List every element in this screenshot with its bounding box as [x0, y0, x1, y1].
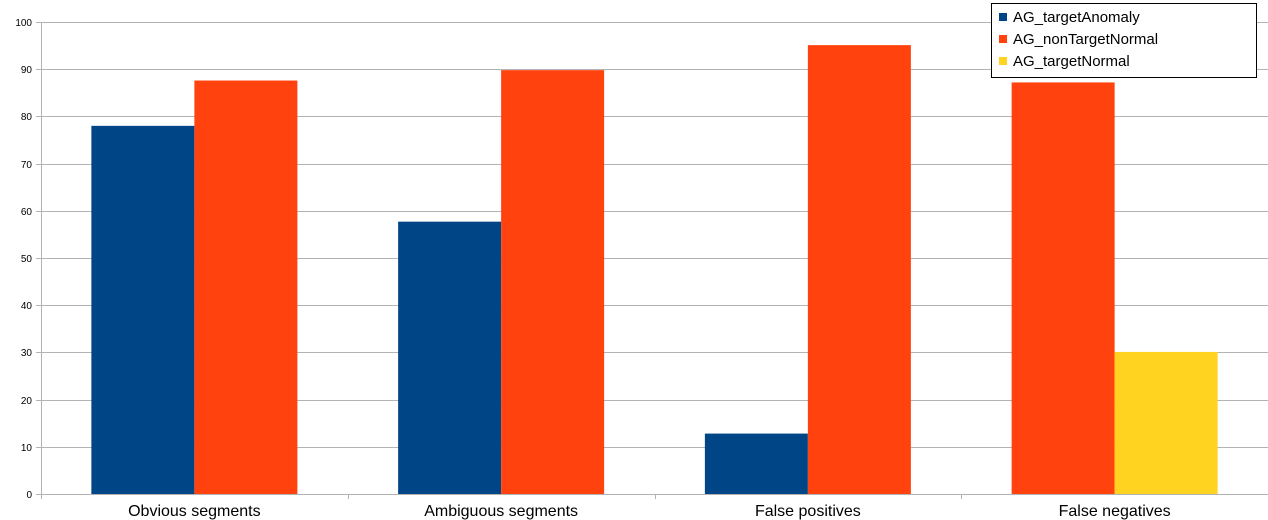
bar-AG_targetAnomaly-false-positives — [705, 434, 808, 494]
x-tick-label: False positives — [755, 503, 861, 520]
y-tick-label: 30 — [21, 348, 33, 359]
legend: AG_targetAnomaly AG_nonTargetNormal AG_tar… — [992, 4, 1257, 78]
bar-AG_targetAnomaly-obvious-segments — [91, 126, 194, 494]
bar-AG_nonTargetNormal-obvious-segments — [194, 81, 297, 494]
y-tick-label: 20 — [21, 396, 33, 407]
bar-AG_targetAnomaly-ambiguous-segments — [398, 222, 501, 494]
y-tick-label: 80 — [21, 112, 33, 123]
bar-AG_nonTargetNormal-false-positives — [808, 45, 911, 494]
legend-label: AG_targetAnomaly — [1013, 9, 1140, 26]
y-tick-label: 60 — [21, 207, 33, 218]
y-axis: 0 10 20 30 40 50 60 70 80 90 100 — [15, 18, 41, 501]
y-tick-label: 50 — [21, 254, 33, 265]
bar-AG_nonTargetNormal-false-negatives — [1012, 82, 1115, 494]
legend-swatch — [999, 13, 1007, 21]
x-tick-label: Obvious segments — [128, 503, 261, 520]
x-tick-label: Ambiguous segments — [424, 503, 578, 520]
legend-label: AG_targetNormal — [1013, 53, 1130, 70]
bars — [91, 45, 1217, 494]
bar-AG_nonTargetNormal-ambiguous-segments — [501, 70, 604, 494]
x-axis: Obvious segments Ambiguous segments False … — [41, 494, 1268, 520]
y-tick-label: 70 — [21, 160, 33, 171]
y-tick-label: 0 — [26, 490, 32, 501]
y-tick-label: 40 — [21, 301, 33, 312]
y-tick-label: 10 — [21, 443, 33, 454]
x-tick-label: False negatives — [1059, 503, 1171, 520]
legend-swatch — [999, 57, 1007, 65]
legend-label: AG_nonTargetNormal — [1013, 31, 1158, 48]
bar-AG_targetNormal-false-negatives — [1115, 352, 1218, 494]
y-tick-label: 100 — [15, 18, 32, 29]
y-tick-label: 90 — [21, 65, 33, 76]
legend-swatch — [999, 35, 1007, 43]
